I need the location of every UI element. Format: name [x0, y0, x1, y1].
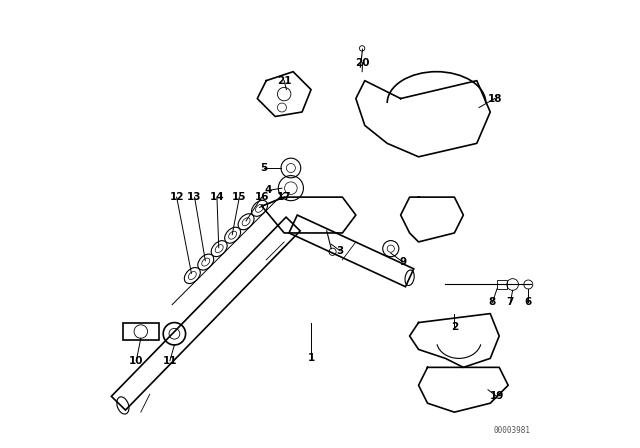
Text: 15: 15 [232, 192, 246, 202]
Text: 10: 10 [129, 356, 143, 366]
Text: 8: 8 [489, 297, 496, 307]
Text: 3: 3 [337, 246, 344, 256]
Text: 17: 17 [277, 192, 291, 202]
Text: 19: 19 [490, 392, 504, 401]
Text: 11: 11 [163, 356, 177, 366]
Text: 14: 14 [210, 192, 224, 202]
Text: 2: 2 [451, 322, 458, 332]
Text: 16: 16 [255, 192, 269, 202]
Text: 13: 13 [188, 192, 202, 202]
Text: 6: 6 [525, 297, 532, 307]
Text: 9: 9 [399, 257, 406, 267]
Text: 12: 12 [170, 192, 184, 202]
Text: 1: 1 [307, 353, 315, 363]
Text: 00003981: 00003981 [493, 426, 531, 435]
Text: 18: 18 [488, 94, 502, 103]
Bar [497, 280, 507, 289]
Text: 5: 5 [260, 163, 268, 173]
Text: 20: 20 [355, 58, 370, 68]
Text: 4: 4 [265, 185, 272, 195]
Text: 21: 21 [277, 76, 291, 86]
Text: 7: 7 [507, 297, 514, 307]
